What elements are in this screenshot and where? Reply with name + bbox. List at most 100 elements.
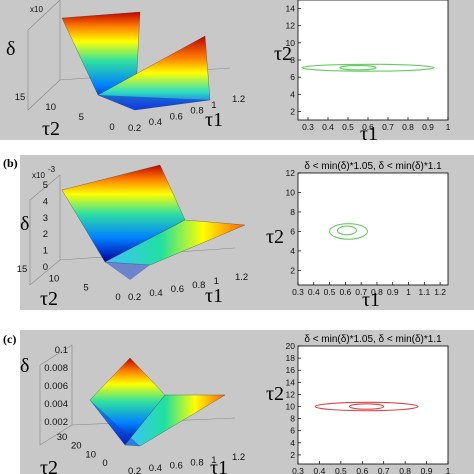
surface-c-ylabel: τ2 (40, 457, 58, 474)
contour-xtick: 0.6 (356, 466, 368, 474)
contour-ytick: 2 (290, 450, 295, 460)
contour-b-xlabel: τ1 (362, 289, 380, 311)
surface-a-xtick: 0.8 (190, 106, 203, 117)
surface-c-ztick: 0.008 (44, 363, 68, 374)
contour-line (339, 65, 377, 71)
contour-ytick: 8 (290, 55, 295, 65)
surface-b-ztick: 2 (43, 229, 48, 240)
contour-ytick: 6 (290, 426, 295, 436)
contour-ytick: 10 (286, 402, 296, 412)
contour-xtick: 0.3 (292, 287, 304, 297)
contour-xtick: 0.7 (382, 122, 394, 132)
contour-ytick: 12 (286, 21, 296, 31)
contour-xtick: 0.4 (314, 466, 326, 474)
surface-a-xtick: 1.2 (232, 94, 245, 105)
surface-c-xtick: 1.2 (232, 452, 245, 463)
surface-c-ytick: 0 (102, 458, 107, 469)
contour-line (348, 403, 385, 410)
contour-line (314, 401, 419, 412)
contour-ytick: 4 (290, 438, 295, 448)
contour-b-ylabel: τ2 (266, 226, 284, 248)
surface-b-zlabel: δ (20, 213, 29, 235)
surface-b-xtick: 0.6 (171, 284, 184, 295)
surface-b-ztick: 1 (43, 246, 48, 257)
contour-ytick: 12 (286, 168, 296, 178)
contour-ytick: 2 (290, 265, 295, 275)
contour-ytick: 10 (286, 38, 296, 48)
contour-line (301, 63, 435, 72)
surface-c-xtick: 0.8 (190, 458, 203, 469)
contour-xtick: 0.6 (362, 122, 374, 132)
surface-b-ytick: 5 (83, 283, 88, 294)
surface-a-ytick: 5 (79, 112, 84, 123)
surface-c-xtick: 0.2 (128, 466, 141, 474)
contour-ytick: 2 (290, 106, 295, 116)
surface-c-ytick: 10 (85, 449, 96, 460)
surface-b-ytick: 15 (17, 264, 28, 275)
contour-ytick: 4 (290, 246, 295, 256)
surface-c-xtick: 0.4 (149, 463, 162, 474)
surface-b-xtick: 1 (214, 276, 219, 287)
surface-a-ytick: 15 (15, 92, 26, 103)
surface-c-zlabel: δ (20, 355, 29, 377)
surface-b-xtick: 1.2 (235, 272, 248, 283)
surface-b-ztick: 3 (43, 213, 48, 224)
surface-b-exponent: x10 (32, 171, 45, 180)
surface-a-zlabel: δ (6, 38, 15, 60)
contour-xtick: 0.7 (378, 466, 390, 474)
contour-a-ylabel: τ2 (274, 43, 292, 65)
surface-c-ytick: 30 (57, 432, 68, 443)
surface-a-xtick: 1 (211, 100, 216, 111)
surface-b-xtick: 0.2 (128, 292, 141, 303)
contour-xtick: 0.7 (355, 287, 367, 297)
panel-label-b: (b) (3, 156, 18, 170)
surface-a-ytick: 10 (45, 102, 56, 113)
contour-xtick: 1 (406, 287, 411, 297)
contour-ytick: 8 (290, 207, 295, 217)
contour-ytick: 4 (290, 89, 295, 99)
contour-c-plot-area (297, 345, 449, 465)
contour-c-ylabel: τ2 (266, 383, 284, 405)
surface-panel-a: x10 δ τ2 τ1 0 5 10 15 0.2 0.4 0.6 0.8 1 1.2 (0, 0, 258, 140)
surface-a-ylabel: τ2 (42, 118, 60, 140)
contour-xtick: 1 (446, 466, 451, 474)
contour-ytick: 8 (290, 414, 295, 424)
surface-c-xlabel: τ1 (210, 457, 228, 474)
contour-ytick: 16 (286, 365, 296, 375)
contour-b-plot-area (297, 172, 449, 286)
contour-line (329, 223, 369, 240)
surface-c-ztick: 0.1 (55, 345, 68, 356)
contour-ytick: 6 (290, 226, 295, 236)
surface-b-ztick: 5 (43, 180, 48, 191)
contour-xtick: 1.1 (418, 287, 430, 297)
surface-b-ztick: 4 (43, 196, 48, 207)
surface-c-ztick: 0.004 (44, 399, 68, 410)
contour-xtick: 0.9 (422, 122, 434, 132)
contour-ytick: 6 (290, 72, 295, 82)
contour-xtick: 0.8 (402, 122, 414, 132)
contour-ytick: 14 (286, 377, 296, 387)
surface-c-ztick: 0.002 (44, 417, 68, 428)
panel-label-c: (c) (3, 332, 16, 346)
surface-b-xtick: 0.4 (149, 288, 162, 299)
surface-b-ytick: 10 (49, 273, 60, 284)
contour-panel-b: δ < min(δ)*1.05, δ < min(δ)*1.1 τ2 τ1 0.… (258, 155, 474, 311)
contour-panel-c: δ < min(δ)*1.05, δ < min(δ)*1.1 τ2 0.3 0.… (258, 330, 474, 474)
surface-panel-b: x10 -3 δ τ2 τ1 0 1 2 3 4 5 0 5 10 15 0.2 0.4 0.6 0.… (17, 155, 258, 310)
surface-a-ytick: 0 (109, 122, 114, 133)
contour-xtick: 0.3 (292, 466, 304, 474)
contour-xtick: 0.6 (339, 287, 351, 297)
contour-ytick: 20 (286, 341, 296, 351)
contour-xtick: 0.9 (421, 466, 433, 474)
contour-a-plot-area (297, 0, 449, 121)
contour-xtick: 0.5 (324, 287, 336, 297)
surface-b-ylabel: τ2 (40, 288, 58, 310)
surface-a-xlabel: τ1 (205, 109, 223, 131)
contour-xtick: 0.8 (399, 466, 411, 474)
surface-c-xtick: 0.6 (170, 460, 183, 471)
contour-xtick: 1 (446, 122, 451, 132)
contour-ytick: 18 (286, 353, 296, 363)
contour-xtick: 0.3 (302, 122, 314, 132)
